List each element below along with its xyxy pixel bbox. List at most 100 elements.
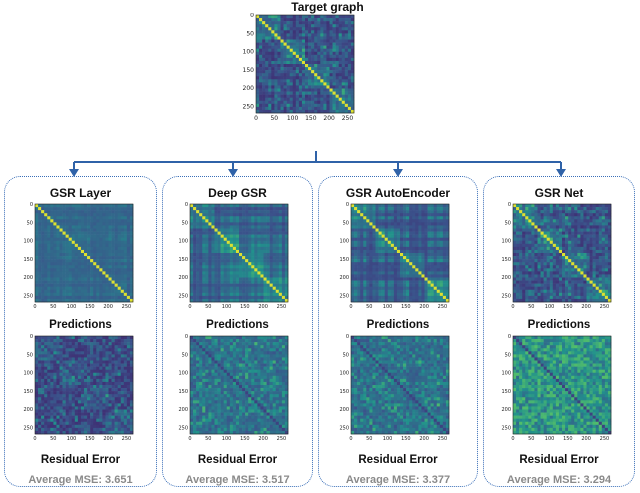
heatmap-cell [262, 33, 266, 37]
heatmap-cell [235, 249, 240, 254]
heatmap-cell [87, 207, 91, 211]
heatmap-cell [35, 237, 39, 242]
heatmap-cell [84, 339, 88, 343]
heatmap-cell [262, 100, 266, 105]
heatmap-cell [275, 213, 280, 217]
heatmap-cell [117, 210, 122, 214]
heatmap-cell [284, 246, 289, 251]
heatmap-cell [289, 60, 294, 65]
heatmap-cell [50, 295, 54, 300]
heatmap-cell [269, 283, 273, 287]
heatmap-cell [105, 259, 109, 263]
heatmap-cell [80, 375, 85, 380]
heatmap-cell [80, 210, 85, 214]
heatmap-cell [251, 231, 255, 235]
heatmap-cell [129, 418, 134, 423]
heatmap-cell [281, 394, 286, 398]
heatmap-cell [208, 400, 212, 404]
heatmap-cell [344, 79, 349, 83]
heatmap-cell [108, 283, 112, 287]
heatmap-cell [280, 45, 284, 49]
heatmap-cell [214, 292, 218, 297]
heatmap-cell [256, 82, 260, 86]
heatmap-cell [257, 228, 261, 232]
heatmap-cell [211, 342, 215, 346]
heatmap-cell [347, 33, 352, 37]
heatmap-cell [280, 70, 284, 74]
heatmap-cell [269, 292, 273, 297]
heatmap-cell [254, 286, 258, 291]
heatmap-cell [278, 381, 283, 386]
heatmap-cell [268, 94, 272, 98]
heatmap-cell [90, 400, 94, 404]
heatmap-cell [314, 36, 318, 40]
heatmap-cell [102, 381, 106, 386]
heatmap-cell [286, 109, 290, 114]
heatmap-cell [220, 403, 224, 407]
heatmap-cell [257, 262, 261, 266]
heatmap-cell [111, 430, 115, 435]
heatmap-cell [232, 268, 237, 272]
y-tick-label: 250 [23, 293, 33, 299]
heatmap-cell [281, 249, 286, 254]
heatmap-cell [84, 400, 88, 404]
heatmap-cell [202, 289, 206, 294]
heatmap-cell [120, 427, 125, 432]
heatmap-cell [220, 243, 224, 248]
heatmap-cell [259, 48, 263, 53]
heatmap-cell [111, 409, 115, 413]
heatmap-cell [105, 268, 109, 272]
heatmap-cell [272, 378, 277, 383]
heatmap-cell [335, 85, 339, 89]
x-tick-label: 50 [50, 304, 56, 310]
heatmap-cell [338, 64, 343, 68]
heatmap-cell [117, 216, 122, 220]
heatmap-cell [193, 237, 197, 242]
heatmap-cell [350, 21, 355, 25]
heatmap-cell [298, 64, 303, 68]
heatmap-cell [71, 406, 76, 410]
heatmap-cell [193, 394, 197, 398]
heatmap-cell [257, 394, 261, 398]
heatmap-cell [217, 289, 221, 294]
heatmap-cell [281, 225, 286, 229]
heatmap-cell [217, 403, 221, 407]
heatmap-cell [281, 265, 286, 269]
heatmap-cell [208, 240, 212, 245]
heatmap-cell [68, 363, 73, 367]
heatmap-cell [59, 259, 63, 263]
heatmap-cell [269, 354, 273, 358]
heatmap-cell [268, 18, 272, 22]
heatmap-cell [205, 372, 209, 377]
heatmap-cell [114, 259, 118, 263]
heatmap-cell [269, 369, 273, 374]
heatmap-cell [239, 262, 243, 266]
heatmap-cell [235, 360, 240, 364]
panel-title: GSR Layer [49, 186, 112, 200]
heatmap-cell [90, 253, 94, 257]
heatmap-cell [99, 415, 103, 419]
heatmap-cell [272, 253, 277, 257]
heatmap-cell [68, 391, 73, 395]
heatmap-cell [320, 76, 324, 80]
heatmap-cell [99, 216, 103, 220]
heatmap-cell [235, 372, 240, 377]
heatmap-cell [59, 427, 63, 432]
heatmap-cell [126, 421, 131, 426]
heatmap-cell [108, 280, 112, 284]
heatmap-cell [254, 388, 258, 392]
heatmap-cell [62, 363, 66, 367]
heatmap-cell [262, 51, 266, 56]
heatmap-cell [347, 70, 352, 74]
heatmap-cell [41, 378, 45, 383]
heatmap-cell [251, 219, 255, 223]
heatmap-cell [65, 418, 69, 423]
heatmap-cell [338, 100, 343, 105]
heatmap-cell [129, 219, 134, 223]
heatmap-cell [44, 219, 48, 223]
heatmap-cell [90, 256, 94, 260]
heatmap-cell [298, 57, 303, 62]
heatmap-cell [84, 280, 88, 284]
heatmap-cell [50, 351, 54, 355]
heatmap-cell [269, 345, 273, 349]
